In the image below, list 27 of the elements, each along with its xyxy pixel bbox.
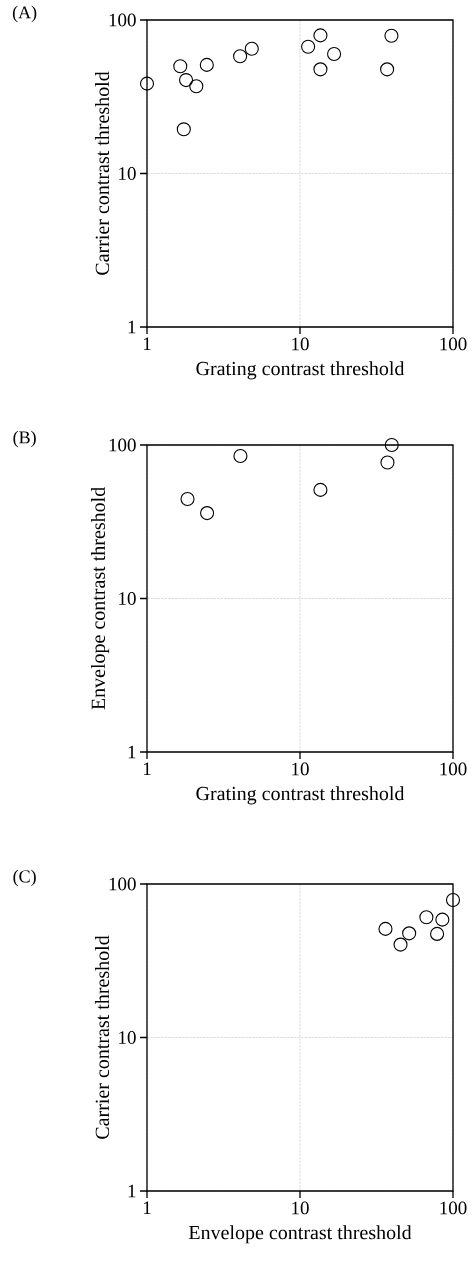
x-axis-title: Grating contrast threshold [196, 361, 405, 380]
y-tick-label: 1 [128, 320, 136, 334]
y-tick-label: 10 [119, 592, 136, 605]
x-tick-label: 1 [143, 1201, 151, 1215]
chart-title: (C) [13, 869, 36, 887]
x-tick-label: 1 [143, 337, 151, 351]
x-axis-title: Envelope contrast threshold [188, 1225, 412, 1244]
y-tick-label: 100 [109, 13, 136, 27]
x-tick-label: 10 [292, 337, 309, 351]
x-tick-label: 1 [143, 762, 151, 776]
x-tick-label: 100 [440, 337, 467, 351]
y-tick-label: 1 [128, 745, 136, 759]
y-tick-label: 10 [119, 167, 136, 180]
y-axis-title: Envelope contrast threshold [90, 487, 110, 710]
y-tick-label: 1 [128, 1184, 136, 1198]
y-tick-label: 100 [109, 877, 136, 891]
chart-title: (A) [12, 5, 37, 23]
y-axis-title: Carrier contrast threshold [95, 71, 110, 275]
x-tick-label: 10 [292, 762, 309, 776]
x-axis-title: Grating contrast threshold [196, 786, 405, 805]
chart-title: (B) [13, 430, 36, 448]
x-tick-label: 100 [440, 762, 467, 776]
x-tick-label: 10 [292, 1201, 309, 1215]
y-axis-title: Carrier contrast threshold [95, 935, 110, 1139]
y-tick-label: 100 [109, 438, 136, 452]
y-tick-label: 10 [119, 1031, 136, 1044]
x-tick-label: 100 [440, 1201, 467, 1215]
